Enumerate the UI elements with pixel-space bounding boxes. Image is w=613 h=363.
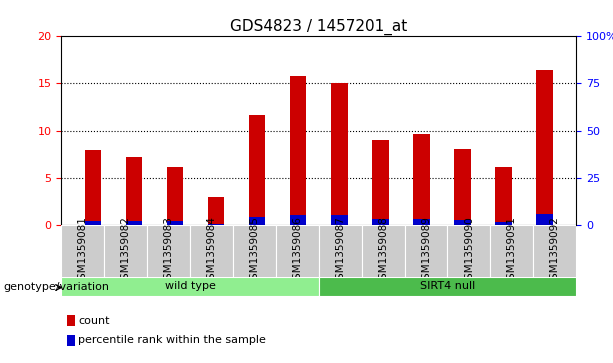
Bar [331,215,348,225]
Text: SIRT4 null: SIRT4 null [420,281,475,291]
Title: GDS4823 / 1457201_at: GDS4823 / 1457201_at [230,19,408,35]
Text: GSM1359081: GSM1359081 [78,216,88,286]
Bar [190,225,233,278]
Text: GSM1359084: GSM1359084 [207,216,216,286]
Bar [413,219,430,225]
Bar [413,134,430,225]
Bar [362,225,405,278]
Text: GSM1359085: GSM1359085 [249,216,259,286]
Bar [167,167,183,225]
Bar [276,225,319,278]
Text: GSM1359083: GSM1359083 [164,216,173,286]
Bar [490,225,533,278]
Bar [331,82,348,225]
Bar [372,219,389,225]
Text: GSM1359086: GSM1359086 [292,216,302,286]
Bar [249,217,265,225]
Text: wild type: wild type [165,281,215,291]
Bar [104,225,147,278]
Bar [495,222,512,225]
Text: GSM1359090: GSM1359090 [464,216,474,286]
Text: GSM1359092: GSM1359092 [550,216,560,286]
Bar [233,225,276,278]
Text: GSM1359091: GSM1359091 [507,216,517,286]
Bar [536,70,553,225]
Bar [147,225,190,278]
Bar [126,157,142,225]
Bar [447,225,490,278]
Bar [405,225,447,278]
Text: GSM1359089: GSM1359089 [421,216,431,286]
Text: GSM1359082: GSM1359082 [121,216,131,286]
Bar [319,277,576,296]
Bar [85,221,101,225]
Bar [536,214,553,225]
Text: GSM1359087: GSM1359087 [335,216,345,286]
Bar [85,151,101,225]
Bar [290,215,306,225]
Bar [319,225,362,278]
Bar [167,221,183,225]
Bar [495,167,512,225]
Bar [208,197,224,225]
Text: genotype/variation: genotype/variation [3,282,109,293]
Bar [61,277,319,296]
Bar [454,148,471,225]
Bar [533,225,576,278]
Bar [372,140,389,225]
Bar [454,220,471,225]
Bar [126,221,142,225]
Bar [290,76,306,225]
Text: count: count [78,315,110,326]
Text: percentile rank within the sample: percentile rank within the sample [78,335,266,346]
Bar [249,115,265,225]
Text: GSM1359088: GSM1359088 [378,216,388,286]
Bar [208,224,224,225]
Bar [61,225,104,278]
